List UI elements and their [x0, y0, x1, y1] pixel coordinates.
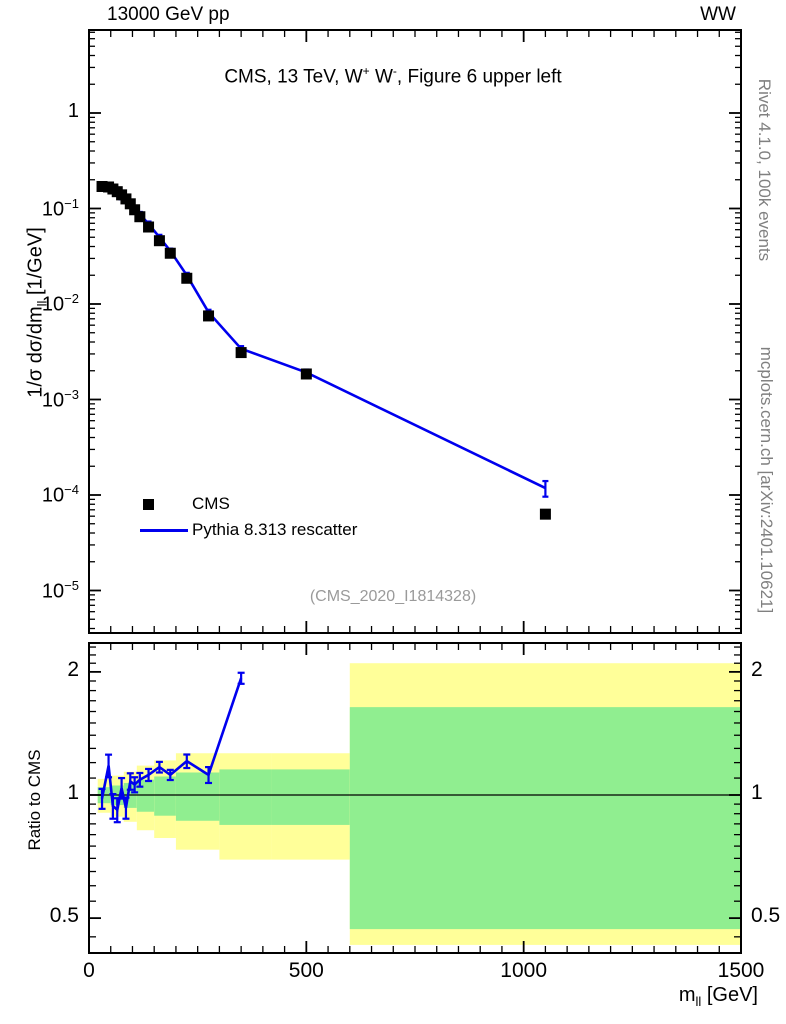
- title-sup-plus: +: [362, 64, 370, 78]
- main-y-tick-label: 10−2: [41, 291, 79, 316]
- data-points-main: [96, 180, 551, 520]
- main-y-tick-label: 10−4: [41, 482, 79, 507]
- ratio-y-tick-label: 2: [67, 657, 79, 681]
- xlabel-sub-ll: ll: [695, 994, 702, 1009]
- legend-item-mc[interactable]: Pythia 8.313 rescatter: [140, 516, 357, 544]
- legend-item-cms[interactable]: CMS: [140, 492, 357, 516]
- header-left-label: 13000 GeV pp: [107, 4, 230, 25]
- data-point-marker: [129, 204, 141, 216]
- ratio-y-tick-label: 1: [67, 781, 79, 804]
- title-part-b: W: [369, 66, 393, 88]
- legend: CMS Pythia 8.313 rescatter: [140, 492, 357, 544]
- band-inner: [175, 772, 220, 821]
- line-marker-icon: [140, 528, 188, 532]
- data-point-marker: [539, 508, 551, 520]
- data-point-marker: [300, 368, 312, 380]
- ratio-uncertainty-bands: [97, 663, 741, 945]
- xlabel-part-a: m: [678, 984, 696, 1006]
- data-point-marker: [134, 211, 146, 223]
- ratio-curve-group: [98, 671, 245, 824]
- main-panel-frame: [88, 29, 742, 634]
- main-y-tick-label: 10−1: [41, 195, 79, 221]
- ratio-y-tick-label-right: 0.5: [751, 904, 781, 928]
- band-inner: [154, 776, 176, 816]
- title-sup-minus: -: [392, 64, 397, 78]
- data-point-marker: [164, 247, 176, 259]
- x-tick-label: 500: [288, 959, 324, 982]
- xlabel-part-b: [GeV]: [701, 984, 758, 1006]
- ratio-y-tick-label-right: 2: [751, 657, 763, 681]
- data-point-marker: [203, 310, 215, 322]
- x-tick-label: 0: [83, 959, 95, 982]
- mc-errorbars-main: [99, 181, 549, 498]
- data-point-marker: [235, 347, 247, 359]
- plot-title: CMS, 13 TeV, W+ W-, Figure 6 upper left: [0, 64, 786, 88]
- title-part-c: , Figure 6 upper left: [396, 66, 562, 88]
- legend-label-cms: CMS: [192, 494, 230, 513]
- main-y-tick-label: 10−3: [41, 386, 79, 412]
- ratio-y-tick-label-right: 1: [751, 781, 763, 804]
- data-point-marker: [143, 221, 155, 233]
- mc-curve-main: [101, 183, 546, 490]
- header-right-label: WW: [700, 4, 736, 25]
- square-marker-icon: [143, 498, 154, 510]
- x-axis-label: mll [GeV]: [679, 984, 758, 1009]
- x-tick-label: 1500: [717, 959, 765, 982]
- ratio-y-tick-label: 0.5: [49, 904, 79, 928]
- main-y-tick-label: 1: [67, 100, 79, 122]
- analysis-id-watermark: (CMS_2020_I1814328): [309, 588, 477, 605]
- data-point-marker: [181, 272, 193, 284]
- band-inner: [219, 769, 272, 825]
- main-y-tick-label: 10−5: [41, 577, 79, 603]
- band-inner: [271, 769, 350, 825]
- data-point-marker: [96, 180, 108, 192]
- legend-label-mc: Pythia 8.313 rescatter: [192, 520, 358, 539]
- data-point-marker: [153, 235, 165, 247]
- data-point-marker: [124, 198, 136, 210]
- x-tick-label: 1000: [500, 959, 548, 982]
- title-part-a: CMS, 13 TeV, W: [224, 66, 363, 88]
- band-inner: [349, 707, 741, 930]
